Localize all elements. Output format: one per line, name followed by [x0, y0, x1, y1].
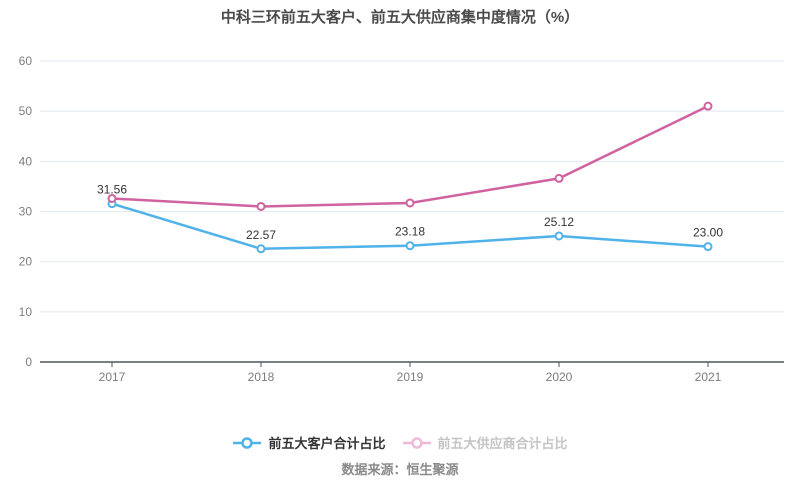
data-point [703, 242, 713, 252]
y-axis-label: 10 [19, 305, 33, 319]
chart-title: 中科三环前五大客户、前五大供应商集中度情况（%） [220, 9, 580, 26]
data-point [554, 173, 564, 183]
x-axis-label: 2019 [397, 370, 424, 384]
data-point [703, 101, 713, 111]
x-axis-label: 2021 [695, 370, 722, 384]
legend-item-suppliers[interactable]: 前五大供应商合计占比 [402, 433, 568, 452]
y-axis-label: 60 [19, 54, 33, 68]
y-axis-label: 20 [19, 255, 33, 269]
legend-label-customers: 前五大客户合计占比 [268, 436, 386, 451]
data-label: 25.12 [544, 215, 574, 229]
data-source: 数据来源：恒生聚源 [341, 462, 459, 477]
legend-item-customers[interactable]: 前五大客户合计占比 [232, 433, 386, 452]
y-axis-label: 50 [19, 104, 33, 118]
y-axis-label: 40 [19, 154, 33, 168]
x-axis-label: 2017 [99, 370, 126, 384]
data-point [256, 201, 266, 211]
data-point [107, 193, 117, 203]
data-label: 22.57 [246, 228, 276, 242]
y-axis-label: 0 [25, 355, 32, 369]
supplier-series-line-icon [402, 436, 431, 449]
y-axis-label: 30 [19, 205, 33, 219]
data-point [405, 198, 415, 208]
line-chart: 0 10 20 30 40 50 60 2017 2018 2019 2020 2021 31.56 22… [19, 54, 784, 384]
chart-legend: 前五大客户合计占比 前五大供应商合计占比 [0, 433, 800, 452]
data-point [554, 231, 564, 241]
legend-label-suppliers: 前五大供应商合计占比 [437, 436, 568, 451]
data-label: 31.56 [97, 183, 127, 197]
x-axis-label: 2018 [248, 370, 275, 384]
x-axis-label: 2020 [546, 370, 573, 384]
customer-series-line-icon [233, 436, 262, 449]
data-point [256, 244, 266, 254]
data-point [405, 241, 415, 251]
data-label: 23.18 [395, 225, 425, 239]
series-line-前五大供应商合计占比 [110, 104, 710, 208]
data-label: 23.00 [693, 226, 723, 240]
